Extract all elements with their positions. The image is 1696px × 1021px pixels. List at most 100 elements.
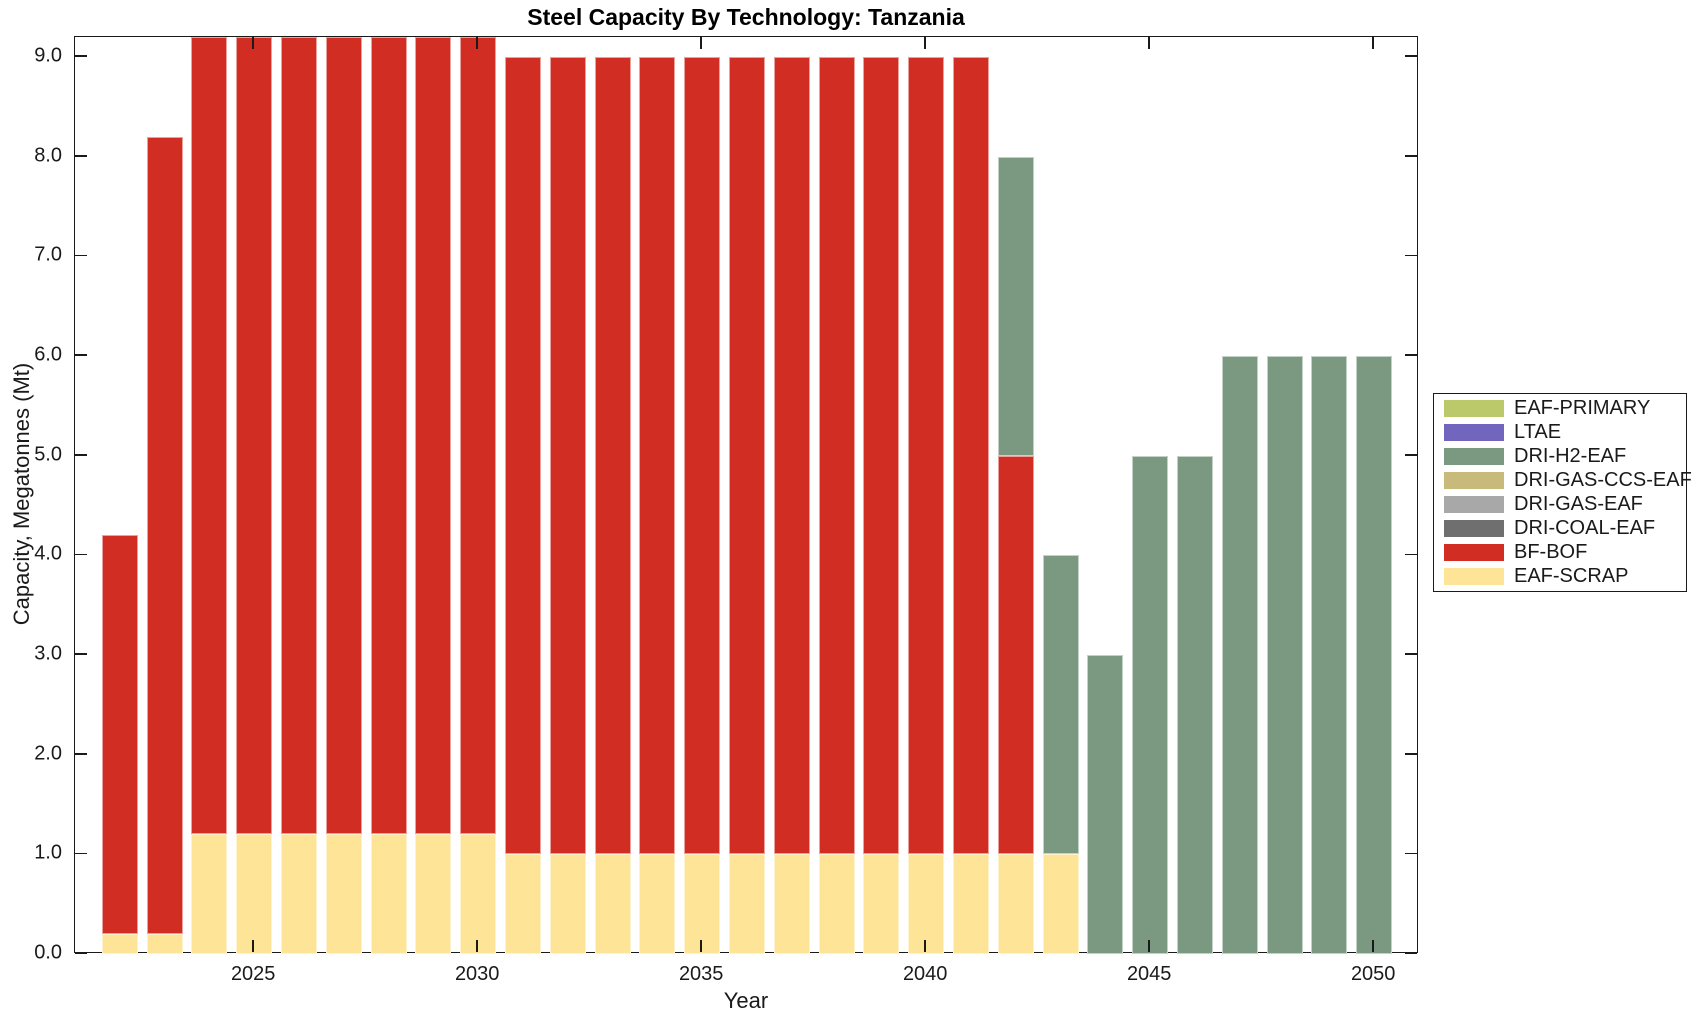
y-tick: [75, 553, 87, 556]
bar-segment-eaf-scrap: [505, 854, 541, 954]
legend-label: LTAE: [1514, 421, 1562, 444]
y-tick: [75, 454, 87, 456]
y-tick-label: 5.0: [34, 443, 62, 466]
bar-segment-bf-bof: [325, 37, 362, 835]
chart-title: Steel Capacity By Technology: Tanzania: [527, 4, 965, 30]
y-tick-right: [1405, 354, 1417, 356]
bar-segment-dri-h2-eaf: [1087, 654, 1124, 954]
y-tick-label: 0.0: [34, 941, 62, 964]
legend-label: EAF-SCRAP: [1514, 564, 1629, 587]
y-tick-label: 2.0: [34, 742, 62, 765]
y-axis-label: Capacity, Megatonnes (Mt): [9, 362, 34, 626]
bar-segment-bf-bof: [908, 56, 945, 855]
legend-swatch-bf-bof: [1444, 543, 1504, 561]
x-tick-label: 2045: [1126, 963, 1172, 985]
y-tick-right: [1405, 653, 1417, 655]
bar-segment-eaf-scrap: [146, 934, 183, 954]
y-tick: [75, 952, 87, 954]
legend-item: DRI-COAL-EAF: [1434, 517, 1686, 539]
legend-label: DRI-GAS-EAF: [1514, 492, 1643, 515]
x-tick-top: [924, 37, 926, 49]
y-tick: [75, 354, 87, 356]
x-tick: [476, 940, 478, 952]
bar-segment-bf-bof: [236, 37, 273, 835]
y-tick-right: [1405, 852, 1417, 855]
legend-swatch-eaf-primary: [1444, 400, 1504, 418]
x-tick-top: [252, 37, 254, 49]
legend-swatch-dri-gas-ccs-eaf: [1444, 472, 1504, 490]
legend-label: DRI-GAS-CCS-EAF: [1514, 469, 1692, 492]
x-tick-label: 2025: [230, 963, 276, 985]
bar-segment-eaf-scrap: [460, 834, 497, 954]
legend-swatch-eaf-scrap: [1444, 567, 1504, 585]
x-tick-label: 2030: [454, 963, 500, 985]
bar-segment-eaf-scrap: [549, 854, 586, 954]
legend-label: DRI-COAL-EAF: [1514, 516, 1656, 539]
legend-swatch-dri-gas-eaf: [1444, 495, 1504, 513]
bar-segment-eaf-scrap: [281, 834, 317, 954]
x-tick: [700, 940, 702, 952]
bar-segment-eaf-scrap: [863, 854, 900, 954]
bar-segment-bf-bof: [729, 56, 765, 855]
y-tick-label: 3.0: [34, 642, 62, 665]
y-tick: [75, 753, 87, 755]
x-tick: [924, 940, 926, 952]
bar-segment-eaf-scrap: [773, 854, 810, 954]
bar-segment-eaf-scrap: [953, 854, 989, 954]
x-tick-top: [476, 37, 478, 49]
bar-segment-bf-bof: [997, 455, 1034, 855]
y-tick-label: 4.0: [34, 542, 62, 565]
bar-segment-eaf-scrap: [729, 854, 765, 954]
bar-segment-eaf-scrap: [370, 834, 407, 954]
bar-segment-eaf-scrap: [1042, 854, 1079, 954]
bar-segment-eaf-scrap: [191, 834, 228, 954]
x-axis-label: Year: [723, 988, 769, 1013]
bar-segment-bf-bof: [549, 56, 586, 855]
legend-item: DRI-GAS-EAF: [1434, 493, 1686, 515]
y-tick: [75, 55, 87, 57]
y-tick-right: [1405, 155, 1417, 157]
plot-area: [74, 36, 1418, 954]
y-tick-label: 7.0: [34, 243, 62, 266]
legend-item: EAF-PRIMARY: [1434, 397, 1686, 420]
bar-segment-dri-h2-eaf: [1132, 455, 1169, 954]
legend-item: DRI-GAS-CCS-EAF: [1434, 469, 1692, 492]
x-tick-label: 2040: [902, 963, 948, 985]
bar-segment-bf-bof: [684, 56, 721, 855]
bar-segment-dri-h2-eaf: [1221, 355, 1258, 954]
legend-swatch-dri-coal-eaf: [1444, 519, 1504, 537]
y-tick: [75, 254, 87, 257]
legend-item: LTAE: [1434, 421, 1686, 444]
y-tick-label: 6.0: [34, 343, 62, 366]
legend-item: BF-BOF: [1434, 541, 1686, 563]
bar-segment-bf-bof: [281, 37, 317, 835]
y-tick-right: [1405, 952, 1417, 954]
y-tick-right: [1405, 753, 1417, 755]
bar-segment-dri-h2-eaf: [1266, 355, 1303, 954]
bar-segment-eaf-scrap: [415, 834, 452, 954]
bar-segment-eaf-scrap: [818, 854, 855, 954]
x-tick-top: [1148, 37, 1150, 49]
x-tick: [1372, 940, 1374, 952]
x-tick: [1148, 940, 1150, 952]
bar-segment-bf-bof: [639, 56, 676, 855]
legend-item: EAF-SCRAP: [1434, 565, 1686, 587]
bar-segment-eaf-scrap: [684, 854, 721, 954]
bar-segment-bf-bof: [370, 37, 407, 835]
x-tick-top: [700, 37, 702, 49]
bar-segment-bf-bof: [101, 535, 138, 935]
legend-swatch-dri-h2-eaf: [1444, 448, 1504, 466]
y-tick-right: [1405, 454, 1417, 456]
legend-item: DRI-H2-EAF: [1434, 445, 1686, 468]
y-tick: [75, 653, 87, 655]
y-tick-right: [1405, 553, 1417, 556]
legend-swatch-ltae: [1444, 424, 1504, 442]
bar-segment-bf-bof: [415, 37, 452, 835]
bar-segment-dri-h2-eaf: [1042, 555, 1079, 855]
bar-segment-dri-h2-eaf: [1177, 455, 1213, 954]
bar-segment-eaf-scrap: [236, 834, 273, 954]
bar-segment-dri-h2-eaf: [1311, 355, 1348, 954]
bar-segment-eaf-scrap: [101, 934, 138, 954]
x-tick-label: 2035: [678, 963, 724, 985]
y-tick-label: 1.0: [34, 841, 62, 864]
